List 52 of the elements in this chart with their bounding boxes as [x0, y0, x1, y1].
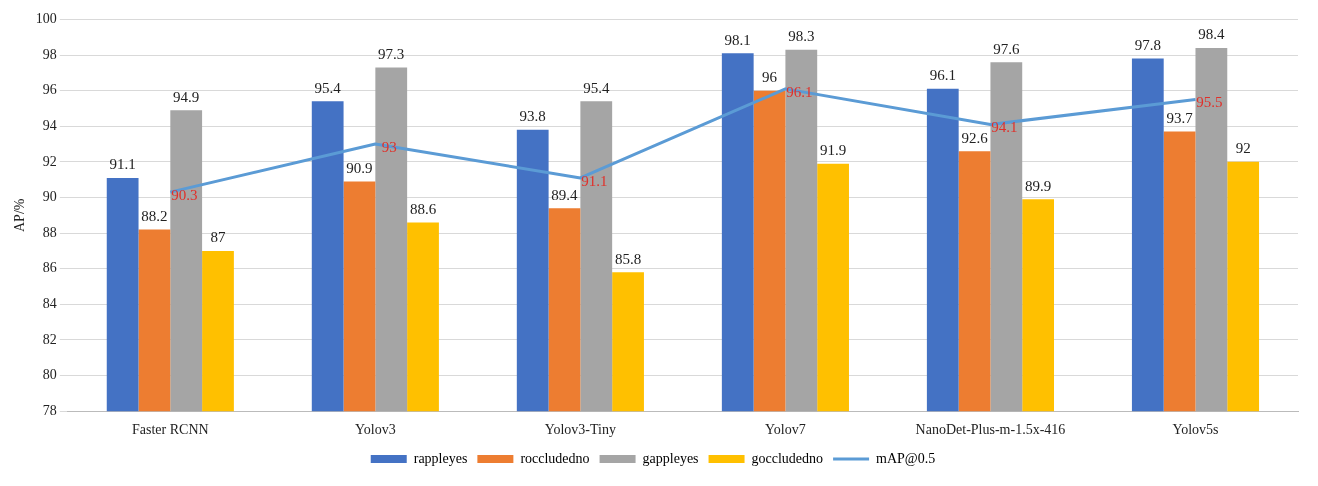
y-tick-label: 80 — [42, 367, 57, 383]
data-label: 97.3 — [378, 45, 405, 62]
data-label: 96.1 — [929, 67, 956, 84]
x-tick-label: Yolov3 — [355, 422, 396, 438]
legend-label: roccludedno — [520, 450, 590, 466]
data-label: 90.3 — [171, 187, 198, 204]
x-tick-label: Faster RCNN — [132, 422, 209, 438]
x-tick-label: Yolov3-Tiny — [544, 422, 616, 438]
data-label: 93.8 — [519, 108, 546, 125]
y-tick-label: 98 — [42, 46, 57, 62]
legend-label: rappleyes — [413, 450, 468, 466]
data-label: 85.8 — [614, 250, 642, 267]
y-tick-label: 84 — [42, 296, 57, 312]
y-tick-label: 92 — [42, 153, 57, 169]
data-label: 88.6 — [409, 200, 437, 217]
data-label: 95.5 — [1196, 94, 1223, 111]
data-label: 89.9 — [1025, 177, 1052, 194]
legend-label: mAP@0.5 — [876, 450, 936, 466]
y-tick-label: 94 — [42, 117, 57, 133]
data-label: 98.1 — [724, 31, 751, 48]
data-label: 94.1 — [991, 119, 1018, 136]
data-label: 94.9 — [173, 88, 200, 105]
data-label: 97.6 — [993, 40, 1020, 57]
y-tick-label: 78 — [42, 402, 57, 418]
legend-label: goccludedno — [751, 450, 824, 466]
legend-label: gappleyes — [642, 450, 699, 466]
data-label: 98.4 — [1198, 26, 1225, 43]
data-label: 92.6 — [961, 129, 989, 146]
data-label: 87 — [210, 229, 226, 246]
data-label: 95.4 — [583, 79, 610, 96]
data-label: 89.4 — [551, 186, 579, 203]
y-tick-label: 96 — [42, 82, 57, 98]
x-tick-label: NanoDet-Plus-m-1.5x-416 — [915, 422, 1066, 438]
data-label: 92 — [1235, 140, 1251, 157]
y-tick-label: 90 — [42, 189, 57, 205]
data-label: 93.7 — [1166, 110, 1194, 127]
data-label: 97.8 — [1134, 37, 1161, 54]
data-label: 96 — [762, 69, 778, 86]
data-label: 91.9 — [819, 142, 847, 159]
data-label: 91.1 — [109, 156, 136, 173]
data-label: 88.2 — [141, 207, 168, 224]
x-tick-label: Yolov5s — [1172, 422, 1219, 438]
data-label: 90.9 — [346, 159, 373, 176]
data-label: 95.4 — [314, 79, 342, 96]
data-label: 91.1 — [581, 172, 608, 189]
y-axis-title: AP/% — [12, 198, 28, 233]
y-tick-label: 86 — [42, 260, 57, 276]
x-tick-label: Yolov7 — [765, 422, 806, 438]
data-label: 98.3 — [788, 28, 815, 45]
y-tick-label: 82 — [42, 331, 57, 347]
y-tick-label: 100 — [35, 11, 57, 27]
y-tick-label: 88 — [42, 224, 57, 240]
